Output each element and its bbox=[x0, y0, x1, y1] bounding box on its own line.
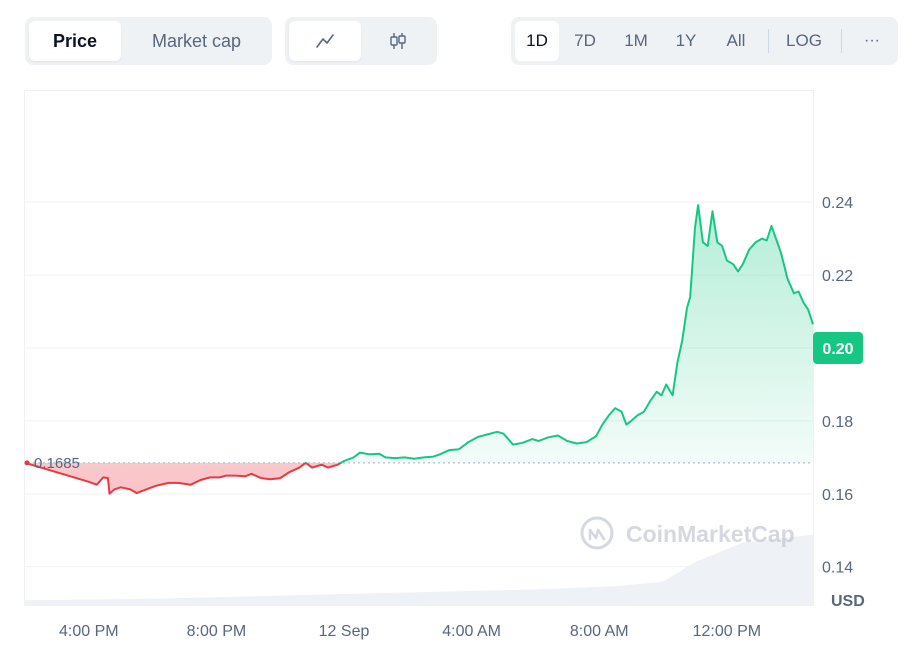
range-1m-button[interactable]: 1M bbox=[624, 31, 648, 50]
watermark-text: CoinMarketCap bbox=[626, 521, 795, 547]
y-tick-label: 0.22 bbox=[822, 268, 853, 285]
candlestick-icon bbox=[390, 33, 406, 49]
x-tick-label: 8:00 AM bbox=[570, 623, 629, 640]
range-1d-button[interactable]: 1D bbox=[515, 21, 559, 61]
more-divider bbox=[841, 29, 842, 53]
log-scale-button[interactable]: LOG bbox=[786, 31, 822, 50]
coinmarketcap-logo-icon bbox=[580, 516, 614, 550]
y-tick-label: 0.14 bbox=[822, 560, 853, 577]
x-tick-label: 12:00 PM bbox=[693, 623, 761, 640]
y-tick-label: 0.18 bbox=[822, 414, 853, 431]
time-range-toggle: 1D 7D 1M 1Y All LOG ··· bbox=[511, 17, 898, 65]
watermark: CoinMarketCap bbox=[580, 516, 795, 550]
y-axis-ticks: 0.14 0.16 0.18 0.20 0.22 0.24 bbox=[822, 195, 853, 577]
price-area-below-baseline bbox=[25, 462, 341, 494]
price-tab[interactable]: Price bbox=[29, 21, 121, 61]
x-tick-label: 4:00 AM bbox=[442, 623, 501, 640]
x-tick-label: 12 Sep bbox=[319, 623, 370, 640]
baseline-marker bbox=[24, 460, 30, 466]
x-axis-ticks: 4:00 PM 8:00 PM 12 Sep 4:00 AM 8:00 AM 12:00 … bbox=[59, 623, 761, 640]
y-tick-label: 0.24 bbox=[822, 195, 853, 212]
range-divider bbox=[768, 29, 769, 53]
y-tick-label: 0.16 bbox=[822, 487, 853, 504]
price-area-above-baseline bbox=[25, 205, 813, 463]
price-line-down bbox=[24, 462, 343, 495]
line-chart-icon bbox=[316, 34, 334, 48]
range-1y-button[interactable]: 1Y bbox=[675, 31, 697, 50]
price-line-up bbox=[24, 204, 814, 463]
x-tick-label: 8:00 PM bbox=[187, 623, 247, 640]
x-tick-label: 4:00 PM bbox=[59, 623, 119, 640]
current-price-label: 0.20 bbox=[822, 341, 853, 358]
volume-area bbox=[25, 534, 813, 605]
candlestick-button[interactable] bbox=[363, 21, 433, 61]
currency-label: USD bbox=[831, 593, 865, 610]
current-price-tag: 0.20 bbox=[813, 332, 863, 364]
market-cap-tab[interactable]: Market cap bbox=[151, 30, 242, 51]
more-options-button[interactable]: ··· bbox=[864, 32, 880, 49]
metric-toggle: Price Market cap bbox=[25, 17, 272, 65]
range-7d-button[interactable]: 7D bbox=[574, 31, 596, 50]
chart-type-toggle bbox=[285, 17, 437, 65]
line-chart-button[interactable] bbox=[289, 21, 361, 61]
range-all-button[interactable]: All bbox=[726, 31, 746, 50]
baseline-label: 0.1685 bbox=[34, 455, 80, 472]
